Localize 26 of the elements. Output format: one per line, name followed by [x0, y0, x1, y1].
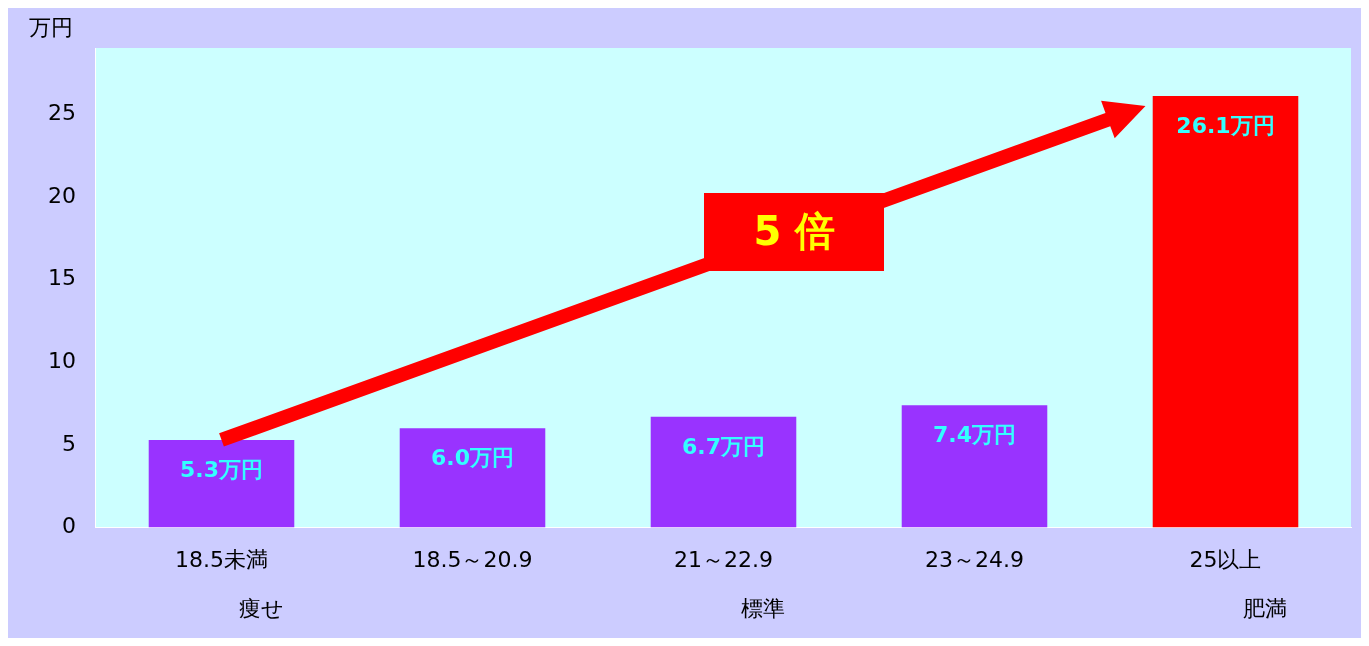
y-tick-label: 0: [61, 513, 76, 539]
y-tick-label: 20: [47, 182, 76, 208]
y-tick-label: 25: [47, 99, 76, 125]
data-label: 6.7万円: [682, 433, 765, 459]
y-tick-label: 15: [47, 265, 76, 291]
x-tick-label: 25以上: [1189, 546, 1262, 572]
y-axis-title: 万円: [28, 14, 73, 40]
x-tick-label: 18.5未満: [175, 546, 268, 572]
bar: [1152, 95, 1299, 528]
data-label: 6.0万円: [431, 445, 514, 471]
bar: [148, 439, 295, 528]
data-label: 26.1万円: [1176, 112, 1275, 138]
bar: [399, 428, 546, 528]
x-tick-label: 18.5～20.9: [412, 546, 533, 572]
x-tick-label: 23～24.9: [925, 546, 1024, 572]
text: 標準: [741, 596, 786, 622]
y-tick-label: 5: [61, 430, 76, 456]
bar: [901, 405, 1048, 528]
data-label: 5.3万円: [180, 456, 263, 482]
y-tick-label: 10: [47, 347, 76, 373]
annotation: 5 倍: [704, 192, 885, 271]
bar: [650, 416, 797, 528]
text: 肥満: [1243, 596, 1288, 622]
text: 痩せ: [238, 596, 284, 622]
x-tick-label: 21～22.9: [674, 546, 773, 572]
data-label: 7.4万円: [933, 421, 1016, 447]
